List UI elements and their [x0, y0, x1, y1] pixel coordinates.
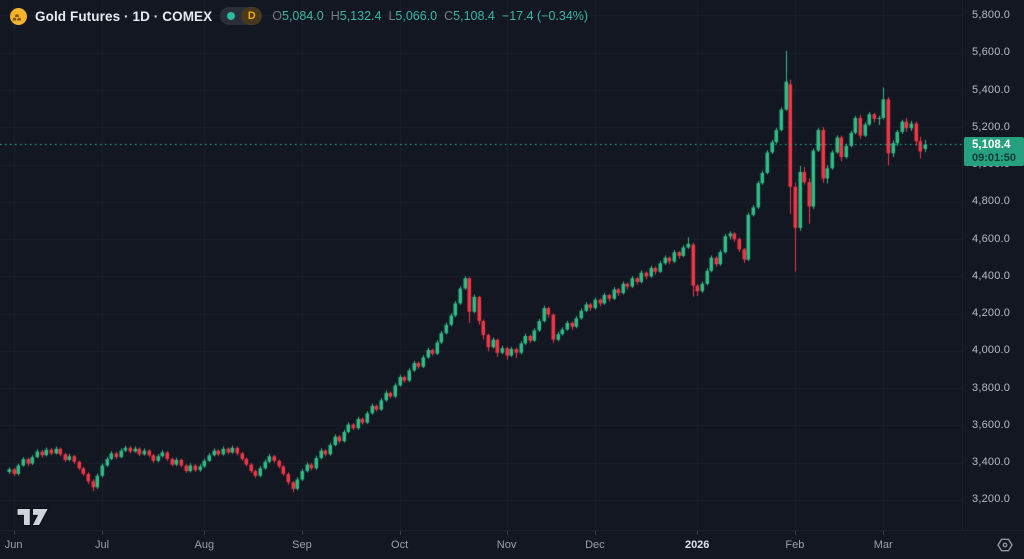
- time-axis-tick: [102, 531, 103, 535]
- price-axis-label: 3,600.0: [972, 418, 1011, 431]
- time-axis-tick: [883, 531, 884, 535]
- time-axis-label: 2026: [684, 539, 710, 551]
- price-axis-label: 3,200.0: [972, 493, 1011, 506]
- low-value: L5,066.0: [388, 9, 438, 23]
- market-status-dot: [227, 12, 236, 20]
- price-axis-label: 5,200.0: [972, 120, 1011, 133]
- time-axis-label: Sep: [292, 539, 312, 551]
- tradingview-logo[interactable]: [16, 505, 50, 529]
- last-price-badge: 5,108.4 09:01:50: [964, 137, 1024, 167]
- time-axis-label: Jul: [94, 539, 110, 551]
- change-value: −17.4 (−0.34%): [501, 9, 589, 23]
- price-axis-label: 3,400.0: [972, 456, 1011, 469]
- price-axis-label: 4,800.0: [972, 195, 1011, 208]
- time-axis-label: Dec: [585, 539, 605, 551]
- ohlc-readout: O5,084.0 H5,132.4 L5,066.0 C5,108.4 −17.…: [272, 9, 588, 23]
- time-axis-label: Oct: [391, 539, 409, 551]
- interval-badge: D: [241, 7, 263, 25]
- time-axis-label: Mar: [873, 539, 893, 551]
- time-axis-tick: [204, 531, 205, 535]
- price-axis-label: 5,600.0: [972, 46, 1011, 59]
- price-axis-label: 3,800.0: [972, 381, 1011, 394]
- price-scale[interactable]: 5,800.05,600.05,400.05,200.05,000.04,800…: [962, 0, 1024, 530]
- price-axis-label: 4,600.0: [972, 232, 1011, 245]
- time-axis-label: Nov: [496, 539, 517, 551]
- close-value: C5,108.4: [444, 9, 495, 23]
- time-axis-tick: [697, 531, 698, 535]
- symbol-header: Gold Futures · 1D · COMEX D O5,084.0 H5,…: [10, 6, 588, 26]
- price-axis-label: 4,200.0: [972, 307, 1011, 320]
- high-value: H5,132.4: [330, 9, 382, 23]
- countdown-timer: 09:01:50: [972, 152, 1017, 165]
- price-axis-label: 5,800.0: [972, 8, 1011, 21]
- time-axis-tick: [302, 531, 303, 535]
- scales-settings-gear-icon[interactable]: [996, 537, 1014, 553]
- price-axis-label: 5,400.0: [972, 83, 1011, 96]
- time-axis-label: Jun: [4, 539, 23, 551]
- last-price: 5,108.4: [972, 139, 1011, 152]
- open-value: O5,084.0: [272, 9, 324, 23]
- time-scale[interactable]: Jun Jul Aug Sep Oct Nov Dec 2026 Feb Mar: [0, 530, 1024, 559]
- price-axis-label: 4,000.0: [972, 344, 1011, 357]
- time-axis-tick: [595, 531, 596, 535]
- time-axis-tick: [400, 531, 401, 535]
- gold-symbol-icon: [10, 7, 27, 25]
- time-axis-tick: [14, 531, 15, 535]
- time-axis-tick: [507, 531, 508, 535]
- time-axis-label: Aug: [194, 539, 215, 551]
- symbol-title[interactable]: Gold Futures · 1D · COMEX: [35, 8, 213, 24]
- candlestick-chart[interactable]: [0, 0, 963, 530]
- price-axis-label: 4,400.0: [972, 269, 1011, 282]
- interval-pill[interactable]: D: [220, 7, 263, 25]
- time-axis-label: Feb: [785, 539, 805, 551]
- time-axis-tick: [795, 531, 796, 535]
